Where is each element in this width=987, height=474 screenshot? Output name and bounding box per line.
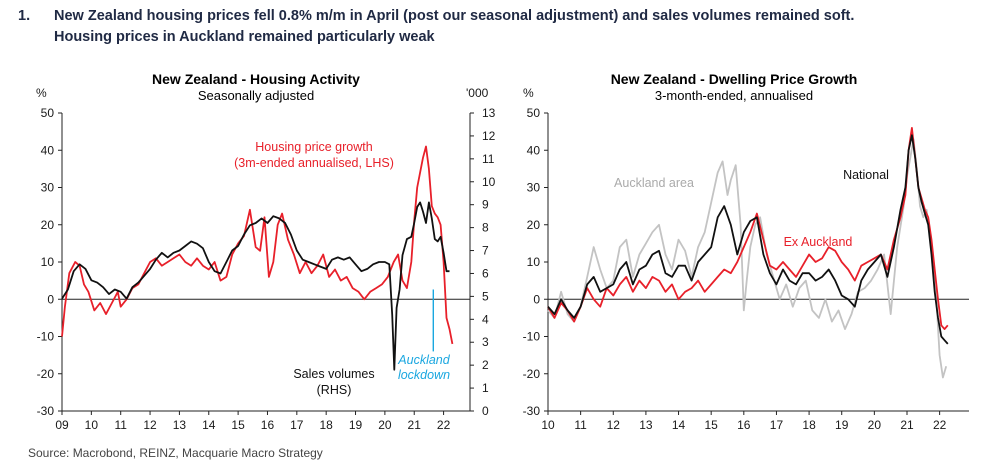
chart1-x-tick-label: 17 bbox=[290, 418, 304, 432]
source-note: Source: Macrobond, REINZ, Macquarie Macr… bbox=[28, 446, 323, 460]
chart1-x-tick-label: 15 bbox=[231, 418, 245, 432]
chart1-price-label-2: (3m-ended annualised, LHS) bbox=[234, 156, 394, 170]
chart2-x-tick-label: 22 bbox=[933, 418, 947, 432]
chart1-x-tick-label: 13 bbox=[173, 418, 187, 432]
chart2-y-tick-label: 50 bbox=[527, 106, 541, 120]
chart1-left-tick-label: -20 bbox=[37, 367, 55, 381]
chart1-x-tick-label: 09 bbox=[55, 418, 69, 432]
figure-number: 1. bbox=[18, 8, 31, 24]
chart1-sales-series-line bbox=[61, 201, 450, 371]
chart2-x-tick-label: 20 bbox=[868, 418, 882, 432]
chart2-y-tick-label: -10 bbox=[523, 330, 541, 344]
chart2-x-tick-label: 10 bbox=[541, 418, 555, 432]
chart1-right-tick-label: 5 bbox=[482, 289, 489, 303]
chart2-subtitle: 3-month-ended, annualised bbox=[655, 88, 813, 103]
chart2-x-tick-label: 21 bbox=[900, 418, 914, 432]
chart1-x-tick-label: 16 bbox=[261, 418, 275, 432]
chart1-right-tick-label: 0 bbox=[482, 404, 489, 418]
heading-line-2: Housing prices in Auckland remained part… bbox=[54, 29, 435, 45]
chart2-title: New Zealand - Dwelling Price Growth bbox=[611, 71, 858, 87]
chart2-series-national bbox=[547, 134, 949, 345]
chart1-right-tick-label: 2 bbox=[482, 358, 489, 372]
chart1-left-tick-label: 30 bbox=[41, 181, 55, 195]
chart1-x-tick-label: 10 bbox=[85, 418, 99, 432]
chart2-series-ex-auckland bbox=[547, 127, 949, 331]
chart1-x-tick-label: 20 bbox=[378, 418, 392, 432]
chart1-right-tick-label: 12 bbox=[482, 129, 496, 143]
chart1-x-tick-label: 14 bbox=[202, 418, 216, 432]
chart1-x-tick-label: 22 bbox=[437, 418, 451, 432]
chart1-lockdown-label-1: Auckland bbox=[397, 353, 450, 367]
chart1-left-tick-label: 0 bbox=[47, 292, 54, 306]
chart1-right-tick-label: 7 bbox=[482, 244, 489, 258]
chart1-title: New Zealand - Housing Activity bbox=[152, 71, 360, 87]
chart2-x-tick-label: 12 bbox=[607, 418, 621, 432]
chart1-left-unit: % bbox=[36, 86, 47, 100]
chart1-right-tick-label: 10 bbox=[482, 175, 496, 189]
chart1-left-tick-label: 40 bbox=[41, 143, 55, 157]
chart1-subtitle: Seasonally adjusted bbox=[198, 88, 314, 103]
heading-line-1: New Zealand housing prices fell 0.8% m/m… bbox=[54, 8, 855, 24]
chart1-sales-label-2: (RHS) bbox=[317, 383, 352, 397]
chart2-x-tick-label: 18 bbox=[802, 418, 816, 432]
chart2-national-label: National bbox=[843, 168, 889, 182]
figure-heading: 1. New Zealand housing prices fell 0.8% m… bbox=[18, 6, 854, 48]
chart2-ex-auckland-label: Ex Auckland bbox=[784, 235, 853, 249]
chart1-right-tick-label: 4 bbox=[482, 312, 489, 326]
chart1-right-tick-label: 8 bbox=[482, 221, 489, 235]
chart2-y-tick-label: -20 bbox=[523, 367, 541, 381]
chart2-y-tick-label: 10 bbox=[527, 255, 541, 269]
chart2-y-tick-label: -30 bbox=[523, 404, 541, 418]
chart1-sales-label-1: Sales volumes bbox=[293, 367, 374, 381]
chart1-right-tick-label: 3 bbox=[482, 335, 489, 349]
chart1-price-series-line bbox=[61, 145, 454, 345]
chart1-price-label-1: Housing price growth bbox=[255, 140, 372, 154]
chart2-x-tick-label: 17 bbox=[770, 418, 784, 432]
chart2-x-tick-label: 13 bbox=[639, 418, 653, 432]
chart2-x-tick-label: 15 bbox=[704, 418, 718, 432]
chart2-y-tick-label: 40 bbox=[527, 143, 541, 157]
chart2-y-tick-label: 20 bbox=[527, 218, 541, 232]
chart1-left-tick-label: -30 bbox=[37, 404, 55, 418]
chart2-x-tick-label: 16 bbox=[737, 418, 751, 432]
chart1-lockdown-label-2: lockdown bbox=[398, 368, 450, 382]
chart2-x-tick-label: 19 bbox=[835, 418, 849, 432]
chart1-left-tick-label: 50 bbox=[41, 106, 55, 120]
chart1-right-tick-label: 9 bbox=[482, 198, 489, 212]
chart1-x-tick-label: 12 bbox=[143, 418, 157, 432]
chart2-left-unit: % bbox=[523, 86, 534, 100]
chart1-right-tick-label: 11 bbox=[482, 152, 495, 166]
chart2-y-tick-label: 0 bbox=[533, 292, 540, 306]
chart2-auckland-label: Auckland area bbox=[614, 176, 694, 190]
chart1-x-tick-label: 21 bbox=[408, 418, 422, 432]
chart1-right-tick-label: 6 bbox=[482, 266, 489, 280]
chart1-left-tick-label: 20 bbox=[41, 218, 55, 232]
chart1-right-unit: '000 bbox=[466, 86, 489, 100]
chart1-left-tick-label: -10 bbox=[37, 330, 55, 344]
chart1-right-tick-label: 1 bbox=[482, 381, 489, 395]
chart1-x-tick-label: 18 bbox=[319, 418, 333, 432]
chart1-plot: 50403020100-10-20-3013121110987654321009… bbox=[37, 106, 496, 432]
chart1-left-tick-label: 10 bbox=[41, 255, 55, 269]
chart2-x-tick-label: 14 bbox=[672, 418, 686, 432]
chart2-x-tick-label: 11 bbox=[574, 418, 587, 432]
chart1-x-tick-label: 11 bbox=[114, 418, 127, 432]
chart1-right-tick-label: 13 bbox=[482, 106, 496, 120]
chart2-y-tick-label: 30 bbox=[527, 181, 541, 195]
chart1-x-tick-label: 19 bbox=[349, 418, 363, 432]
